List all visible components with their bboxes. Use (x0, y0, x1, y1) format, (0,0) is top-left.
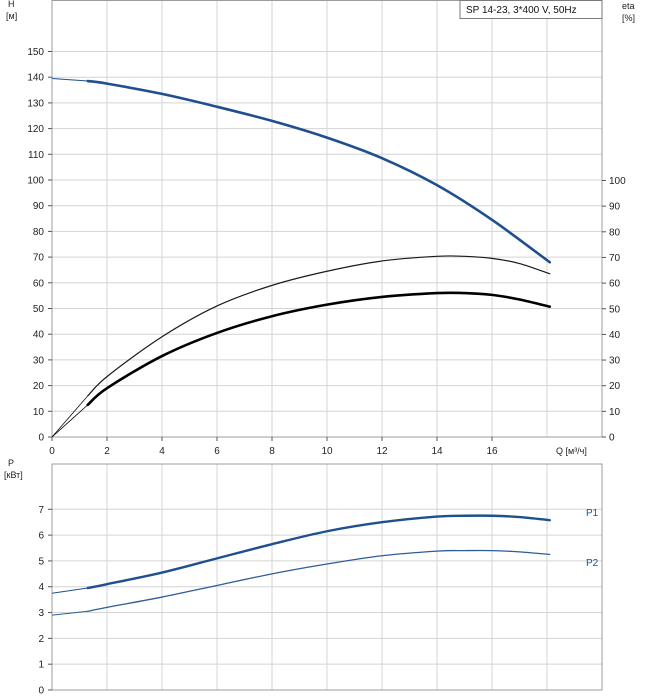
h-tick-label: 50 (33, 304, 45, 315)
q-tick-label: 16 (486, 446, 498, 457)
eta-pump-curve-extension (51, 395, 89, 438)
p2-series-label: P2 (586, 558, 599, 569)
eta-tick-label: 40 (609, 330, 621, 341)
h-tick-label: 40 (33, 330, 45, 341)
p1-curve (86, 514, 551, 590)
q-tick-label: 12 (376, 446, 388, 457)
q-tick-label: 14 (431, 446, 443, 457)
p2-curve (87, 549, 551, 612)
p-tick-label: 4 (38, 582, 44, 593)
tick-layer: 0102030405060708090100110120130140150010… (27, 47, 626, 697)
q-tick-label: 6 (214, 446, 220, 457)
eta-tick-label: 100 (609, 176, 626, 187)
h-tick-label: 90 (33, 201, 45, 212)
h-axis-unit: [м] (6, 11, 17, 21)
legend-box (459, 0, 603, 19)
q-tick-label: 0 (49, 446, 55, 457)
eta-tick-label: 70 (609, 253, 621, 264)
head-curve (86, 79, 552, 264)
q-tick-label: 4 (159, 446, 165, 457)
q-tick-label: 10 (321, 446, 333, 457)
h-tick-label: 150 (27, 47, 44, 58)
h-tick-label: 100 (27, 176, 44, 187)
bottom-plot-frame (51, 463, 603, 691)
p2-curve-extension (51, 610, 88, 616)
eta-tick-label: 80 (609, 227, 621, 238)
eta-tick-label: 90 (609, 202, 621, 213)
series-layer (51, 77, 552, 616)
p-tick-label: 6 (38, 531, 44, 542)
h-tick-label: 130 (27, 98, 44, 109)
p-tick-label: 7 (38, 505, 44, 516)
p1-curve-extension (51, 587, 88, 594)
q-axis-title: Q [м³/ч] (556, 446, 587, 456)
eta-tick-label: 50 (609, 304, 621, 315)
grid-layer (52, 0, 602, 690)
p-axis-unit: [кВт] (4, 470, 23, 480)
eta-overall-curve (86, 291, 552, 407)
h-tick-label: 10 (33, 407, 45, 418)
eta-tick-label: 30 (609, 356, 621, 367)
p-tick-label: 2 (38, 634, 44, 645)
eta-overall-curve-extension (51, 404, 89, 438)
eta-tick-label: 0 (609, 433, 615, 444)
eta-tick-label: 60 (609, 279, 621, 290)
eta-tick-label: 20 (609, 381, 621, 392)
legend-text: SP 14-23, 3*400 V, 50Hz (466, 5, 577, 16)
p1-series-label: P1 (586, 508, 599, 519)
p-tick-label: 5 (38, 556, 44, 567)
h-tick-label: 30 (33, 355, 45, 366)
p-tick-label: 1 (38, 660, 44, 671)
eta-tick-label: 10 (609, 407, 621, 418)
h-tick-label: 80 (33, 227, 45, 238)
eta-pump-curve (87, 255, 551, 397)
h-tick-label: 0 (38, 433, 44, 444)
head-curve-extension (51, 77, 88, 82)
p-tick-label: 3 (38, 608, 44, 619)
h-tick-label: 110 (28, 150, 44, 161)
q-tick-label: 2 (104, 446, 110, 457)
h-tick-label: 120 (27, 124, 44, 135)
h-axis-title: H (8, 0, 15, 9)
p-axis-title: P (8, 458, 14, 468)
eta-axis-unit: [%] (622, 13, 635, 23)
h-tick-label: 60 (33, 278, 45, 289)
legend: SP 14-23, 3*400 V, 50Hz (459, 0, 603, 19)
h-tick-label: 20 (33, 381, 45, 392)
h-tick-label: 140 (27, 73, 44, 84)
q-tick-label: 8 (269, 446, 275, 457)
eta-axis-title: eta (622, 1, 635, 11)
h-tick-label: 70 (33, 253, 45, 264)
p-tick-label: 0 (38, 686, 44, 697)
